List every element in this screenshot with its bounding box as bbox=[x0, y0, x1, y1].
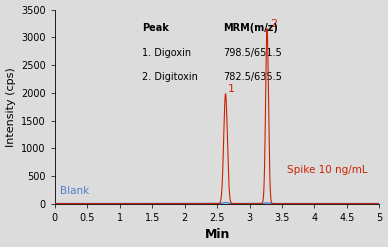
Text: Peak: Peak bbox=[142, 23, 169, 33]
Text: 1: 1 bbox=[228, 84, 235, 94]
Text: 2. Digitoxin: 2. Digitoxin bbox=[142, 72, 198, 82]
Text: 798.5/651.5: 798.5/651.5 bbox=[223, 48, 282, 59]
X-axis label: Min: Min bbox=[204, 228, 230, 242]
Text: 782.5/635.5: 782.5/635.5 bbox=[223, 72, 282, 82]
Text: Spike 10 ng/mL: Spike 10 ng/mL bbox=[287, 165, 368, 175]
Text: Blank: Blank bbox=[60, 186, 89, 196]
Text: MRM(m/z): MRM(m/z) bbox=[223, 23, 279, 33]
Text: 1. Digoxin: 1. Digoxin bbox=[142, 48, 192, 59]
Y-axis label: Intensity (cps): Intensity (cps) bbox=[5, 67, 16, 146]
Text: 2: 2 bbox=[270, 19, 277, 29]
